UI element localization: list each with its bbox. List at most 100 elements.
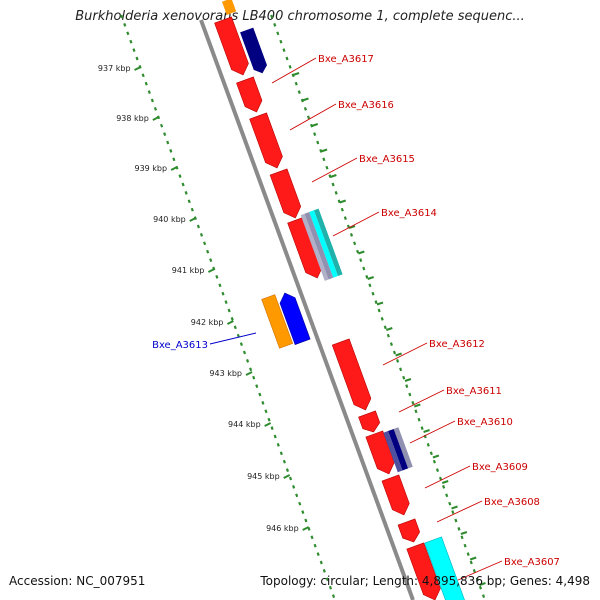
gene-label-group[interactable]: Bxe_A3617 — [271, 54, 374, 84]
gene-label-group[interactable]: Bxe_A3611 — [398, 386, 502, 413]
gene-label-group[interactable]: Bxe_A3608 — [436, 497, 540, 523]
backbone-line — [199, 19, 415, 600]
gene-label-group[interactable]: Bxe_A3615 — [311, 154, 415, 183]
gene-feature-orange[interactable] — [221, 0, 237, 15]
gene-feature-forward[interactable] — [214, 16, 252, 78]
tick-label: 945 kbp — [247, 472, 280, 481]
gene-label-group[interactable]: Bxe_A3607 — [457, 557, 560, 581]
major-tick — [207, 268, 215, 273]
gene-feature-reverse-orange[interactable] — [261, 294, 294, 349]
minor-tick — [423, 429, 430, 433]
minor-tick — [292, 72, 300, 76]
gene-feature-forward[interactable] — [381, 474, 412, 518]
leader-line — [424, 465, 471, 489]
gene-label-group[interactable]: Bxe_A3616 — [289, 100, 394, 131]
gene-feature-striped[interactable] — [300, 208, 343, 281]
minor-tick — [395, 352, 402, 357]
tick-ring-outer — [270, 14, 486, 598]
gene-feature-forward[interactable] — [331, 338, 374, 413]
major-tick — [152, 116, 160, 121]
gene-label-group[interactable]: Bxe_A3612 — [382, 339, 485, 366]
gene-label-group[interactable]: Bxe_A3613 — [152, 332, 257, 351]
summary-text: Topology: circular; Length: 4,895,836 bp… — [260, 574, 590, 588]
gene-label[interactable]: Bxe_A3610 — [457, 417, 513, 428]
gene-label[interactable]: Bxe_A3617 — [318, 54, 374, 65]
map-title: Burkholderia xenovorans LB400 chromosome… — [75, 9, 525, 24]
leader-line — [436, 500, 483, 523]
gene-feature-forward[interactable] — [249, 112, 286, 171]
tick-label: 940 kbp — [153, 215, 186, 224]
gene-label[interactable]: Bxe_A3616 — [338, 100, 394, 111]
minor-tick — [348, 225, 356, 229]
minor-tick — [330, 174, 337, 178]
tick-label: 938 kbp — [116, 114, 149, 123]
minor-tick — [376, 301, 384, 306]
leader-line — [311, 157, 358, 183]
minor-tick — [441, 480, 449, 484]
minor-tick — [302, 97, 309, 102]
minor-tick — [469, 556, 477, 561]
minor-tick — [451, 505, 458, 510]
tick-label: 939 kbp — [134, 164, 167, 173]
tick-label: 942 kbp — [191, 318, 224, 327]
tick-ring-inner — [120, 14, 336, 598]
major-tick — [189, 217, 197, 222]
tick-label: 943 kbp — [209, 369, 242, 378]
tick-label: 937 kbp — [98, 64, 131, 73]
accession-text: Accession: NC_007951 — [9, 574, 146, 588]
minor-tick — [413, 403, 421, 408]
gene-label[interactable]: Bxe_A3613 — [152, 340, 208, 351]
minor-tick — [432, 454, 440, 459]
minor-tick — [460, 531, 468, 535]
gene-label[interactable]: Bxe_A3608 — [484, 497, 540, 508]
minor-tick — [311, 123, 319, 127]
minor-tick — [339, 199, 347, 204]
gene-label-group[interactable]: Bxe_A3614 — [332, 208, 437, 237]
minor-tick — [479, 582, 486, 586]
leader-line — [398, 389, 445, 413]
major-tick — [245, 371, 253, 376]
gene-feature-forward[interactable] — [406, 542, 444, 600]
leader-line — [271, 57, 317, 84]
minor-tick — [404, 378, 412, 382]
gene-label[interactable]: Bxe_A3611 — [446, 386, 502, 397]
leader-line — [409, 420, 456, 444]
gene-label[interactable]: Bxe_A3612 — [429, 339, 485, 350]
feature-layer — [214, 0, 466, 600]
minor-tick — [358, 250, 365, 255]
major-tick — [283, 474, 291, 479]
gene-feature-navy[interactable] — [240, 27, 269, 76]
gene-label-group[interactable]: Bxe_A3610 — [409, 417, 513, 444]
major-tick — [264, 422, 272, 427]
leader-line — [289, 103, 337, 131]
leader-line — [382, 342, 428, 366]
gene-feature-forward[interactable] — [236, 76, 265, 115]
major-tick — [226, 320, 234, 325]
gene-label[interactable]: Bxe_A3615 — [359, 154, 415, 165]
minor-tick — [385, 327, 393, 331]
gene-label[interactable]: Bxe_A3607 — [504, 557, 560, 568]
gene-feature-cyan[interactable] — [424, 536, 466, 600]
gene-feature-reverse-blue[interactable] — [277, 290, 311, 345]
leader-line — [457, 560, 503, 581]
gene-feature-forward[interactable] — [397, 518, 422, 545]
major-tick — [302, 526, 310, 531]
minor-tick — [367, 276, 374, 280]
minor-tick — [320, 148, 328, 153]
gene-feature-forward[interactable] — [269, 168, 304, 221]
major-tick — [170, 166, 178, 171]
tick-layer: 937 kbp 938 kbp 939 kbp 940 kbp 941 kbp 942 k… — [98, 14, 486, 598]
gene-label[interactable]: Bxe_A3609 — [472, 462, 528, 473]
tick-label: 946 kbp — [266, 524, 299, 533]
gene-feature-navy-striped[interactable] — [383, 427, 413, 473]
label-layer: Bxe_A3617 Bxe_A3616 Bxe_A3615 Bxe_A3614 Bxe_… — [152, 54, 560, 581]
gene-feature-forward[interactable] — [358, 410, 382, 435]
major-tick — [134, 66, 141, 71]
gene-label-group[interactable]: Bxe_A3609 — [424, 462, 528, 489]
tick-label: 941 kbp — [172, 266, 205, 275]
leader-line — [332, 211, 380, 237]
leader-line — [209, 332, 257, 345]
gene-label[interactable]: Bxe_A3614 — [381, 208, 437, 219]
tick-label: 944 kbp — [228, 420, 261, 429]
